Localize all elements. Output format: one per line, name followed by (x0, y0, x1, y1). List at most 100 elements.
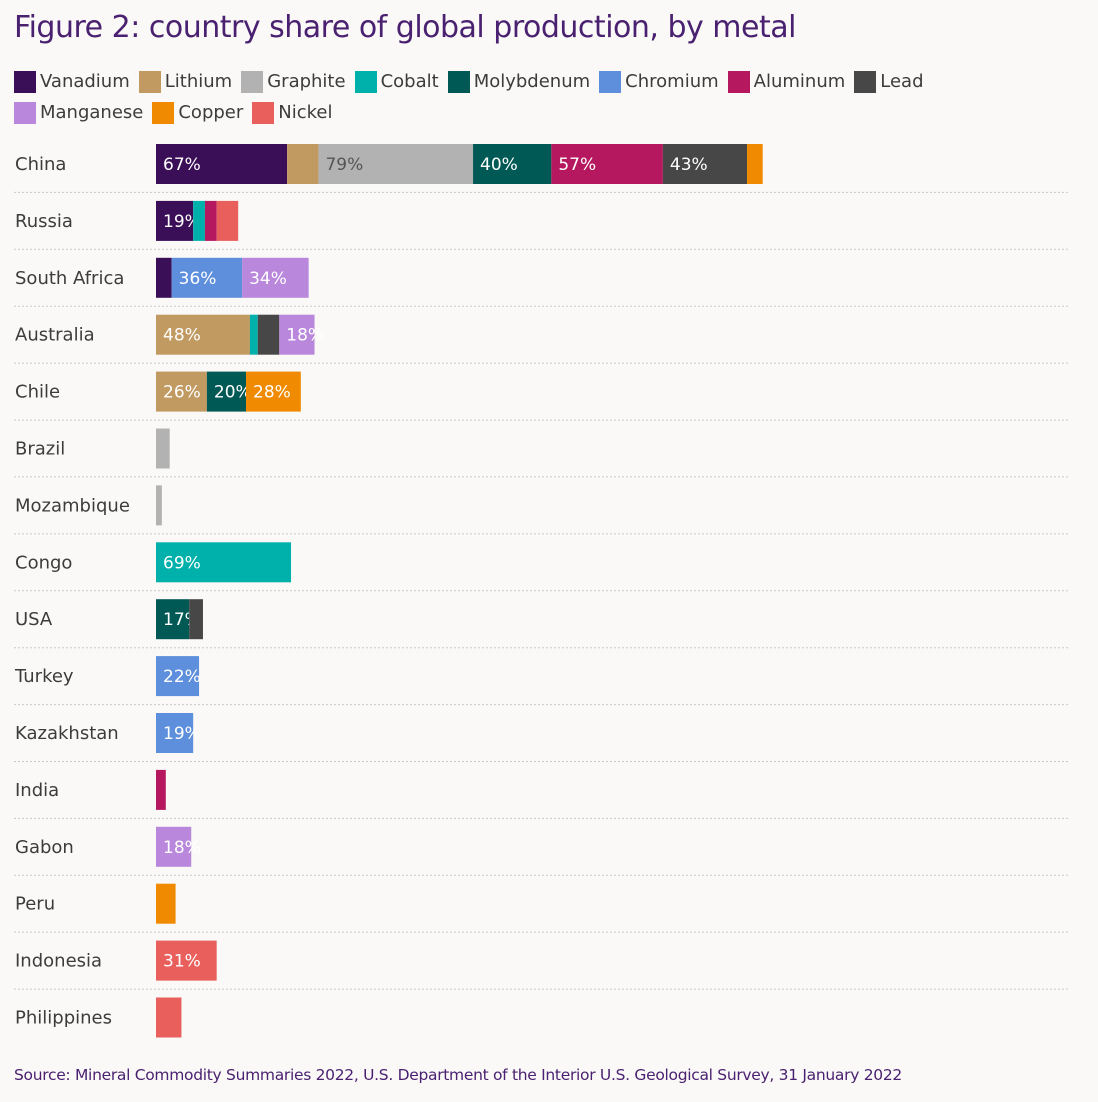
country-label: Philippines (15, 1008, 112, 1029)
country-label: Peru (15, 894, 55, 915)
country-label: Mozambique (15, 495, 130, 516)
segment-value-label: 34% (249, 269, 287, 289)
legend-label: Copper (178, 102, 244, 123)
bar-segment-lithium (287, 144, 319, 184)
country-label: USA (15, 609, 53, 630)
segment-value-label: 40% (480, 155, 518, 175)
legend-label: Aluminum (753, 71, 846, 92)
bar-segment-chromium (171, 257, 243, 298)
bar-segment-vanadium (156, 257, 172, 298)
bar-segment-chromium (156, 656, 200, 697)
bar-segment-molybdenum (206, 371, 247, 412)
bar-segment-graphite (156, 485, 162, 526)
bar-segment-aluminum (156, 769, 166, 810)
source-note: Source: Mineral Commodity Summaries 2022… (14, 1066, 902, 1084)
legend-swatch (727, 70, 750, 93)
legend-item-cobalt: Cobalt (354, 70, 439, 93)
segment-value-label: 20% (214, 383, 252, 403)
legend-label: Vanadium (40, 71, 130, 92)
bar-segment-lead (189, 599, 203, 640)
segment-value-label: 28% (253, 383, 291, 403)
bar-segment-nickel (216, 200, 239, 241)
segment-value-label: 57% (558, 155, 596, 175)
legend-swatch (152, 101, 175, 124)
country-label: India (15, 780, 59, 801)
segment-value-label: 48% (163, 326, 201, 346)
country-label: Australia (15, 325, 95, 346)
legend-label: Cobalt (380, 71, 439, 92)
legend-label: Molybdenum (473, 71, 591, 92)
bar-segment-manganese (279, 314, 315, 355)
bar-segment-aluminum (551, 144, 663, 184)
legend-swatch (354, 70, 377, 93)
segment-value-label: 22% (163, 667, 201, 687)
legend-item-chromium: Chromium (599, 70, 719, 93)
country-label: Indonesia (15, 951, 102, 972)
legend-swatch (252, 101, 275, 124)
bar-segment-copper (747, 144, 763, 184)
legend-item-vanadium: Vanadium (14, 70, 130, 93)
country-label: Congo (15, 552, 72, 573)
segment-value-label: 79% (325, 155, 363, 175)
bar-segment-cobalt (249, 314, 258, 355)
bar-segment-aluminum (204, 200, 217, 241)
legend-item-aluminum: Aluminum (727, 70, 846, 93)
segment-value-label: 19% (163, 724, 201, 744)
legend-item-lithium: Lithium (138, 70, 233, 93)
bar-segment-manganese (242, 257, 309, 298)
bar-segment-chromium (156, 713, 194, 753)
country-label: China (15, 154, 66, 175)
bar-segment-cobalt (156, 542, 292, 583)
legend-swatch (447, 70, 470, 93)
legend-swatch (14, 70, 36, 93)
bar-segment-graphite (156, 428, 170, 469)
legend-label: Lithium (164, 71, 233, 92)
chart-title: Figure 2: country share of global produc… (14, 10, 796, 45)
legend-item-copper: Copper (152, 101, 244, 124)
bar-segment-graphite (318, 144, 474, 184)
legend-swatch (14, 101, 36, 124)
bar-segment-lithium (156, 314, 250, 355)
country-label: South Africa (15, 268, 124, 289)
legend-item-graphite: Graphite (241, 70, 346, 93)
bar-segment-cobalt (193, 200, 205, 241)
legend-item-nickel: Nickel (252, 101, 333, 124)
country-label: Russia (15, 211, 73, 232)
legend-swatch (854, 70, 877, 93)
legend-swatch (599, 70, 622, 93)
legend-item-molybdenum: Molybdenum (447, 70, 591, 93)
segment-value-label: 67% (163, 155, 201, 175)
bar-segment-vanadium (156, 200, 194, 241)
bar-segment-copper (246, 371, 301, 412)
segment-value-label: 69% (163, 553, 201, 573)
bar-segment-lead (257, 314, 280, 355)
legend-label: Nickel (278, 102, 333, 123)
legend: Vanadium Lithium Graphite Cobalt Molybdenum C… (14, 66, 1084, 128)
segment-value-label: 18% (163, 838, 201, 858)
bar-segment-manganese (156, 826, 192, 867)
legend-label: Manganese (40, 102, 144, 123)
legend-item-lead: Lead (854, 70, 924, 93)
legend-row: Manganese Copper Nickel (14, 97, 1084, 128)
segment-value-label: 18% (286, 326, 324, 346)
bar-segment-molybdenum (473, 144, 552, 184)
segment-value-label: 19% (163, 212, 201, 232)
legend-label: Chromium (625, 71, 719, 92)
bar-segment-nickel (156, 940, 217, 981)
segment-value-label: 31% (163, 952, 201, 972)
bar-segment-vanadium (156, 144, 288, 184)
segment-value-label: 26% (163, 383, 201, 403)
country-label: Kazakhstan (15, 723, 119, 744)
country-label: Gabon (15, 837, 74, 858)
legend-label: Graphite (267, 71, 346, 92)
country-label: Brazil (15, 439, 65, 460)
bar-segment-copper (156, 883, 176, 924)
bar-segment-lead (662, 144, 748, 184)
legend-row: Vanadium Lithium Graphite Cobalt Molybdenum C… (14, 66, 1084, 97)
segment-value-label: 43% (670, 155, 708, 175)
legend-swatch (138, 70, 161, 93)
legend-item-manganese: Manganese (14, 101, 144, 124)
bar-segment-lithium (156, 371, 207, 412)
legend-label: Lead (880, 71, 924, 92)
